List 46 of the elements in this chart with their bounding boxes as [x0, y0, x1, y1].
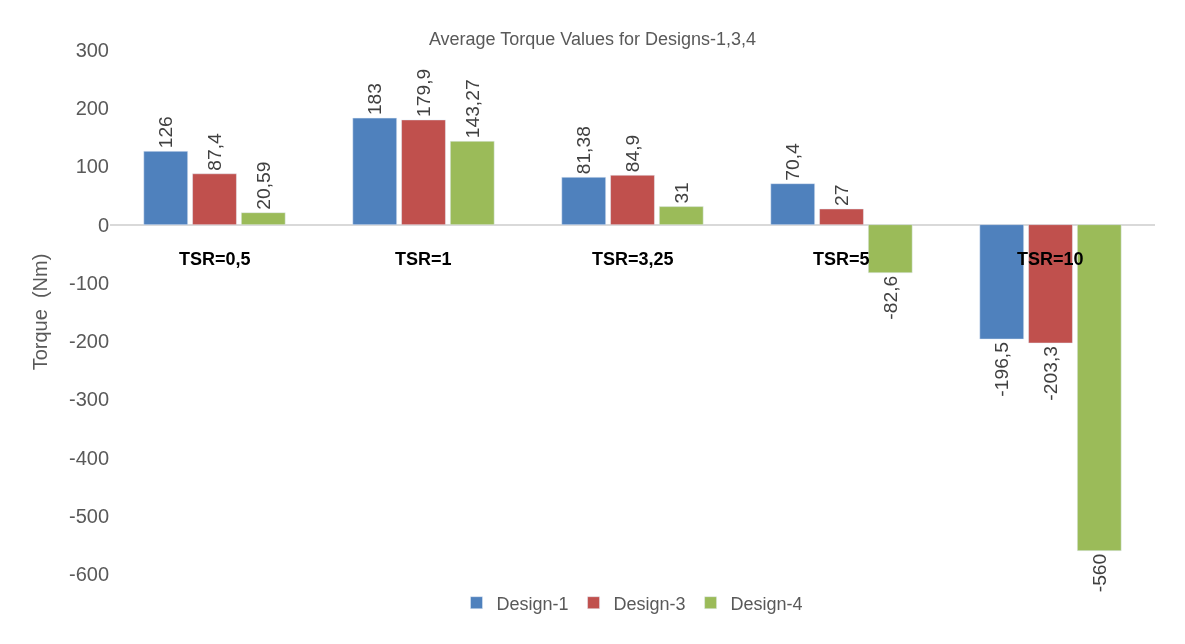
data-label: -203,3 [1040, 346, 1062, 401]
y-tick-label: 0 [97, 213, 109, 236]
bar [450, 141, 495, 225]
y-tick-label: 200 [75, 97, 109, 120]
y-tick-label: -200 [68, 330, 109, 353]
y-tick-label: -300 [68, 388, 109, 411]
x-tick-label: TSR=1 [395, 249, 452, 269]
y-tick-label: -400 [68, 446, 109, 469]
bar [868, 224, 913, 274]
x-tick-label: TSR=0,5 [179, 249, 251, 269]
data-label: 87,4 [204, 133, 226, 171]
data-label: -196,5 [991, 342, 1013, 397]
data-label: -560 [1089, 553, 1110, 593]
data-label: -82,6 [880, 275, 901, 320]
bar [610, 174, 655, 225]
x-tick-label: TSR=3,25 [592, 249, 674, 269]
data-label: 143,27 [462, 79, 483, 139]
bar [819, 208, 864, 225]
legend-label: Design-1 [496, 593, 569, 614]
bar [770, 183, 815, 225]
bar [192, 173, 237, 225]
bar [561, 177, 606, 225]
bar [401, 119, 446, 225]
y-tick-label: 100 [75, 155, 109, 178]
y-tick-label: -600 [68, 563, 109, 585]
y-tick-label: -100 [68, 271, 109, 294]
data-label: 179,9 [413, 68, 435, 117]
data-label: 20,59 [253, 161, 274, 210]
bar [241, 212, 286, 225]
data-label: 31 [671, 182, 692, 204]
legend-label: Design-4 [730, 593, 803, 614]
y-axis-title: Torque (Nm) [29, 253, 52, 371]
data-label: 183 [364, 82, 386, 116]
x-tick-label: TSR=5 [813, 249, 870, 269]
legend-label: Design-3 [613, 593, 686, 614]
bar [143, 151, 188, 225]
bar [352, 117, 397, 225]
data-label: 27 [831, 184, 853, 206]
bar [659, 206, 704, 225]
y-tick-label: -500 [68, 504, 109, 527]
data-label: 126 [155, 116, 177, 149]
data-label: 81,38 [573, 126, 595, 175]
chart-title: Average Torque Values for Designs-1,3,4 [428, 28, 757, 49]
y-tick-label: 300 [75, 39, 109, 61]
data-label: 84,9 [622, 134, 644, 173]
data-label: 70,4 [782, 142, 804, 181]
